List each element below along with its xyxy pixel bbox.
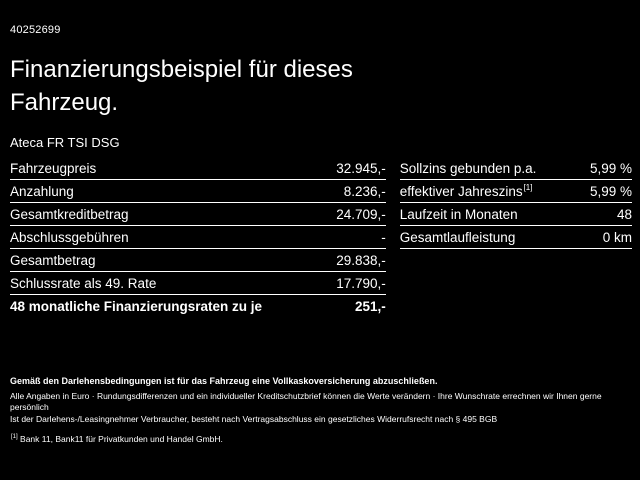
row-label: Schlussrate als 49. Rate xyxy=(10,275,157,291)
footer-insurance-note: Gemäß den Darlehensbedingungen ist für d… xyxy=(10,376,438,386)
footnote-marker: [1] xyxy=(11,434,18,441)
row-label: Fahrzeugpreis xyxy=(10,160,97,176)
footnote-marker: [1] xyxy=(523,183,533,192)
row-label: Gesamtlaufleistung xyxy=(399,229,516,245)
row-value: 32.945,- xyxy=(336,160,386,176)
table-row: effektiver Jahreszins[1] 5,99 % xyxy=(399,180,632,203)
footer-withdrawal-note: Ist der Darlehens-/Leasingnehmer Verbrau… xyxy=(10,413,498,424)
row-value: 24.709,- xyxy=(336,206,386,222)
table-row-monthly-rate: 48 monatliche Finanzierungsraten zu je 2… xyxy=(10,295,386,318)
row-label: Gesamtkreditbetrag xyxy=(10,206,129,222)
table-row: Abschlussgebühren - xyxy=(10,226,386,249)
row-label: Abschlussgebühren xyxy=(10,229,129,245)
row-label: Laufzeit in Monaten xyxy=(399,206,518,222)
footer-bank-footnote: [1] Bank 11, Bank11 für Privatkunden und… xyxy=(11,434,223,444)
row-label: 48 monatliche Finanzierungsraten zu je xyxy=(10,299,263,314)
finance-table-right: Sollzins gebunden p.a. 5,99 % effektiver… xyxy=(399,157,632,318)
table-row: Gesamtkreditbetrag 24.709,- xyxy=(10,203,386,226)
row-label: Sollzins gebunden p.a. xyxy=(399,160,537,176)
table-row: Anzahlung 8.236,- xyxy=(10,180,386,203)
finance-page: 40252699 Finanzierungsbeispiel für diese… xyxy=(10,24,632,318)
row-value: - xyxy=(381,229,386,245)
row-value: 48 xyxy=(616,206,632,222)
row-label: effektiver Jahreszins[1] xyxy=(399,183,533,199)
row-value: 17.790,- xyxy=(336,275,386,291)
table-row: Sollzins gebunden p.a. 5,99 % xyxy=(399,157,632,180)
finance-table-left: Fahrzeugpreis 32.945,- Anzahlung 8.236,-… xyxy=(10,157,386,318)
footer-disclaimer: Alle Angaben in Euro · Rundungsdifferenz… xyxy=(10,390,602,413)
table-row: Gesamtbetrag 29.838,- xyxy=(10,249,386,272)
finance-tables: Fahrzeugpreis 32.945,- Anzahlung 8.236,-… xyxy=(10,157,632,318)
footer-disclaimers: Gemäß den Darlehensbedingungen ist für d… xyxy=(10,376,632,446)
row-value: 251,- xyxy=(354,299,386,314)
row-value: 5,99 % xyxy=(589,183,632,199)
row-label: Anzahlung xyxy=(10,183,74,199)
vehicle-id: 40252699 xyxy=(10,24,61,36)
row-value: 5,99 % xyxy=(589,160,632,176)
page-title: Finanzierungsbeispiel für dieses Fahrzeu… xyxy=(10,56,353,116)
table-row: Laufzeit in Monaten 48 xyxy=(399,203,632,226)
model-name: Ateca FR TSI DSG xyxy=(10,135,120,150)
row-label: Gesamtbetrag xyxy=(10,252,96,268)
row-value: 0 km xyxy=(602,229,632,245)
table-row: Fahrzeugpreis 32.945,- xyxy=(10,157,386,180)
row-value: 29.838,- xyxy=(336,252,386,268)
table-row: Schlussrate als 49. Rate 17.790,- xyxy=(10,272,386,295)
row-value: 8.236,- xyxy=(343,183,386,199)
table-row: Gesamtlaufleistung 0 km xyxy=(399,226,632,249)
